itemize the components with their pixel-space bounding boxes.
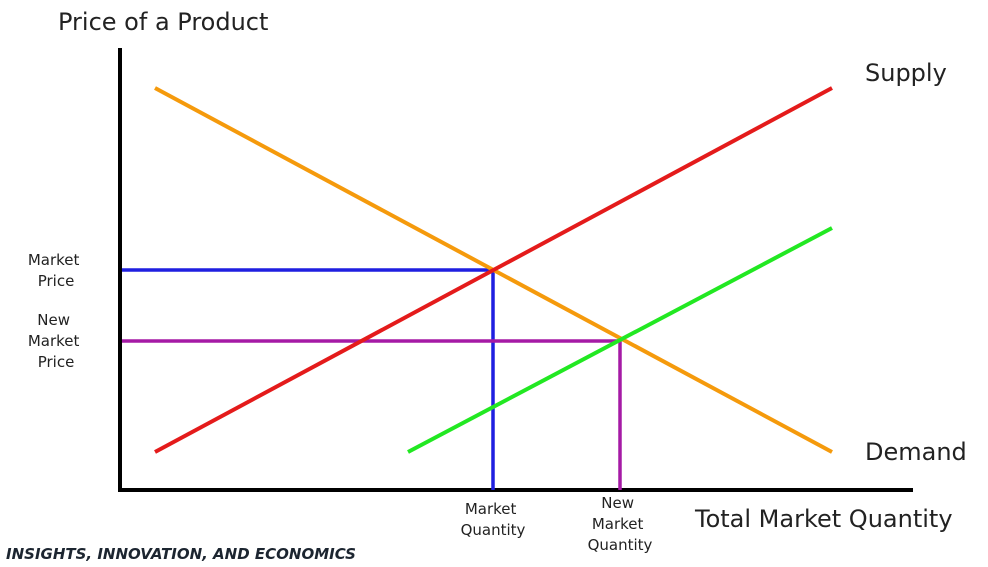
label-line: Quantity bbox=[461, 521, 526, 539]
supply-line bbox=[154, 86, 833, 454]
new-market-price-label: New Market Price bbox=[28, 311, 84, 371]
footer: INSIGHTS, INNOVATION, AND ECONOMICS bbox=[6, 545, 356, 563]
label-line: Market bbox=[28, 251, 80, 269]
new-market-quantity-label: New Market Quantity bbox=[588, 494, 653, 554]
label-line: Quantity bbox=[588, 536, 653, 554]
new-supply-line bbox=[407, 226, 833, 454]
supply-label: Supply bbox=[865, 59, 947, 87]
label-line: New bbox=[601, 494, 634, 512]
label-line: Price bbox=[38, 353, 75, 371]
demand-label: Demand bbox=[865, 438, 967, 466]
label-line: Market bbox=[28, 332, 80, 350]
label-line: Market bbox=[592, 515, 644, 533]
x-axis-label: Total Market Quantity bbox=[694, 505, 953, 533]
label-line: Market bbox=[465, 500, 517, 518]
market-quantity-label: Market Quantity bbox=[461, 500, 526, 539]
market-price-label: Market Price bbox=[28, 251, 84, 290]
label-line: New bbox=[37, 311, 70, 329]
label-line: Price bbox=[38, 272, 75, 290]
y-axis-label: Price of a Product bbox=[58, 8, 268, 36]
